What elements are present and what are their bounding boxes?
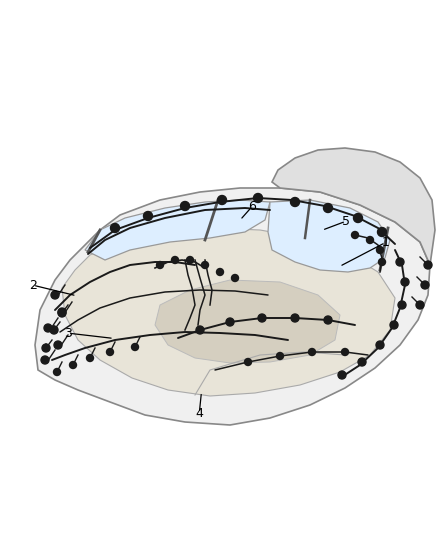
Circle shape xyxy=(358,358,366,366)
Circle shape xyxy=(377,246,384,254)
Circle shape xyxy=(131,343,138,351)
Circle shape xyxy=(187,256,194,263)
Polygon shape xyxy=(268,200,390,272)
Text: 5: 5 xyxy=(342,215,350,228)
Circle shape xyxy=(180,201,190,211)
Circle shape xyxy=(110,223,120,232)
Circle shape xyxy=(41,356,49,364)
Circle shape xyxy=(254,193,262,203)
Circle shape xyxy=(424,261,432,269)
Circle shape xyxy=(338,371,346,379)
Circle shape xyxy=(398,301,406,309)
Circle shape xyxy=(276,352,283,359)
Polygon shape xyxy=(272,148,435,265)
Polygon shape xyxy=(85,200,270,260)
Polygon shape xyxy=(62,228,395,396)
Circle shape xyxy=(353,214,363,222)
Text: 2: 2 xyxy=(29,279,37,292)
Polygon shape xyxy=(35,188,430,425)
Circle shape xyxy=(86,354,93,361)
Circle shape xyxy=(244,359,251,366)
Circle shape xyxy=(396,258,404,266)
Circle shape xyxy=(376,341,384,349)
Circle shape xyxy=(218,196,226,205)
Text: 6: 6 xyxy=(248,200,256,213)
Circle shape xyxy=(106,349,113,356)
Circle shape xyxy=(54,341,62,349)
Circle shape xyxy=(53,368,60,376)
Circle shape xyxy=(172,256,179,263)
Polygon shape xyxy=(155,280,340,363)
Text: 1: 1 xyxy=(381,236,389,249)
Circle shape xyxy=(232,274,239,281)
Circle shape xyxy=(378,259,385,265)
Circle shape xyxy=(421,281,429,289)
Circle shape xyxy=(196,326,204,334)
Circle shape xyxy=(201,262,208,269)
Circle shape xyxy=(291,314,299,322)
Circle shape xyxy=(216,269,223,276)
Circle shape xyxy=(258,314,266,322)
Circle shape xyxy=(324,204,332,213)
Circle shape xyxy=(378,228,386,237)
Circle shape xyxy=(44,324,52,332)
Text: 4: 4 xyxy=(195,407,203,419)
Circle shape xyxy=(51,291,59,299)
Circle shape xyxy=(70,361,77,368)
Circle shape xyxy=(50,326,58,334)
Text: 3: 3 xyxy=(64,327,72,340)
Circle shape xyxy=(401,278,409,286)
Circle shape xyxy=(42,344,50,352)
Circle shape xyxy=(226,318,234,326)
Circle shape xyxy=(324,316,332,324)
Circle shape xyxy=(144,212,152,221)
Circle shape xyxy=(367,237,374,244)
Circle shape xyxy=(416,301,424,309)
Circle shape xyxy=(58,308,66,316)
Circle shape xyxy=(290,198,300,206)
Circle shape xyxy=(156,262,163,269)
Circle shape xyxy=(390,321,398,329)
Circle shape xyxy=(342,349,349,356)
Circle shape xyxy=(58,309,66,317)
Circle shape xyxy=(308,349,315,356)
Circle shape xyxy=(352,231,358,238)
